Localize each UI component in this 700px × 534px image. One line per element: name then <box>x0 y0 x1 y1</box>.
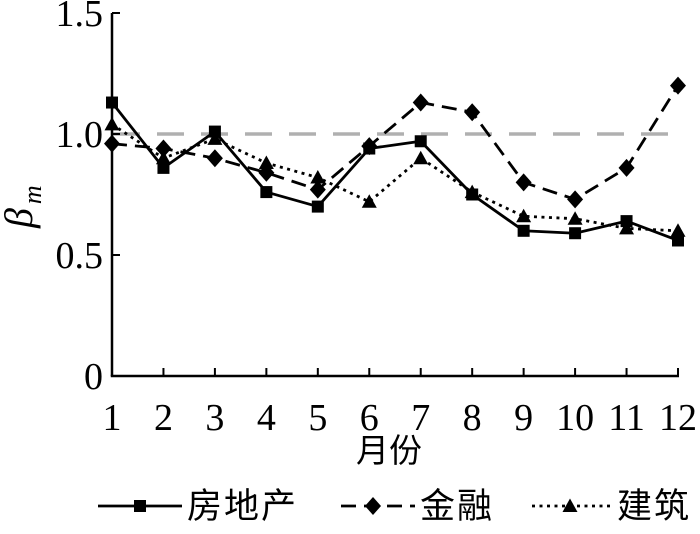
marker-diamond <box>104 134 120 153</box>
marker-diamond <box>567 190 584 209</box>
marker-triangle <box>104 116 120 131</box>
y-tick-label: 1.5 <box>56 0 104 35</box>
marker-triangle <box>562 498 578 512</box>
marker-triangle <box>619 220 635 235</box>
marker-square <box>106 96 118 109</box>
marker-square <box>620 215 633 228</box>
marker-diamond <box>464 103 481 122</box>
legend-label-real-estate: 房地产 <box>187 487 298 526</box>
marker-diamond <box>515 173 532 192</box>
x-tick-label: 11 <box>608 397 645 439</box>
series-line-2 <box>111 123 679 233</box>
marker-square <box>466 188 479 201</box>
x-tick-label: 12 <box>659 397 697 439</box>
marker-diamond <box>258 163 275 182</box>
marker-diamond <box>206 149 223 168</box>
marker-triangle <box>310 170 326 184</box>
marker-square <box>569 227 582 240</box>
marker-square <box>517 224 530 237</box>
y-tick-label: 0 <box>84 356 103 398</box>
marker-diamond <box>670 76 686 95</box>
marker-diamond <box>155 139 172 158</box>
marker-square <box>311 200 324 213</box>
marker-diamond <box>361 137 378 156</box>
marker-diamond <box>309 180 326 199</box>
marker-triangle <box>258 155 274 170</box>
marker-square <box>260 186 273 199</box>
marker-triangle <box>567 211 583 225</box>
y-tick-label: 1.0 <box>56 114 104 156</box>
legend-samples <box>98 497 610 515</box>
marker-square <box>157 161 170 174</box>
x-tick-label: 4 <box>257 397 276 439</box>
marker-triangle <box>361 194 377 208</box>
y-tick-label: 0.5 <box>56 235 104 277</box>
legend-label-finance: 金融 <box>420 487 494 526</box>
x-tick-label: 10 <box>556 397 594 439</box>
y-axis-title: β m <box>0 185 47 229</box>
plot-area: 00.51.01.51 2 3 4 5 6 7 8 9 10 11 12 <box>56 0 698 439</box>
x-tick-label: 5 <box>308 397 327 439</box>
marker-triangle <box>516 208 532 223</box>
series-line-0 <box>110 101 679 242</box>
x-tick-label: 3 <box>205 397 224 439</box>
marker-triangle <box>413 150 429 165</box>
x-tick-label: 7 <box>411 397 430 439</box>
x-tick-label: 2 <box>154 397 173 439</box>
marker-square <box>208 125 221 138</box>
series-line-1 <box>111 84 680 201</box>
x-tick-label: 6 <box>360 397 379 439</box>
x-tick-label: 8 <box>463 397 482 439</box>
legend: 房地产 金融 建筑 <box>98 487 691 526</box>
legend-label-construction: 建筑 <box>617 487 691 526</box>
x-tick-label: 1 <box>103 397 122 439</box>
marker-diamond <box>365 497 381 515</box>
marker-triangle <box>207 131 223 145</box>
svg-text:β m: β m <box>0 185 47 229</box>
marker-square <box>414 135 427 148</box>
x-tick-label: 9 <box>514 397 533 439</box>
marker-diamond <box>618 158 635 177</box>
y-axis-title-beta: β <box>0 208 41 229</box>
marker-square <box>672 234 684 247</box>
marker-triangle <box>670 223 686 237</box>
x-axis-title: 月份 <box>356 433 422 470</box>
marker-diamond <box>412 93 429 112</box>
y-axis-title-subscript: m <box>18 185 47 204</box>
marker-square <box>134 500 146 512</box>
